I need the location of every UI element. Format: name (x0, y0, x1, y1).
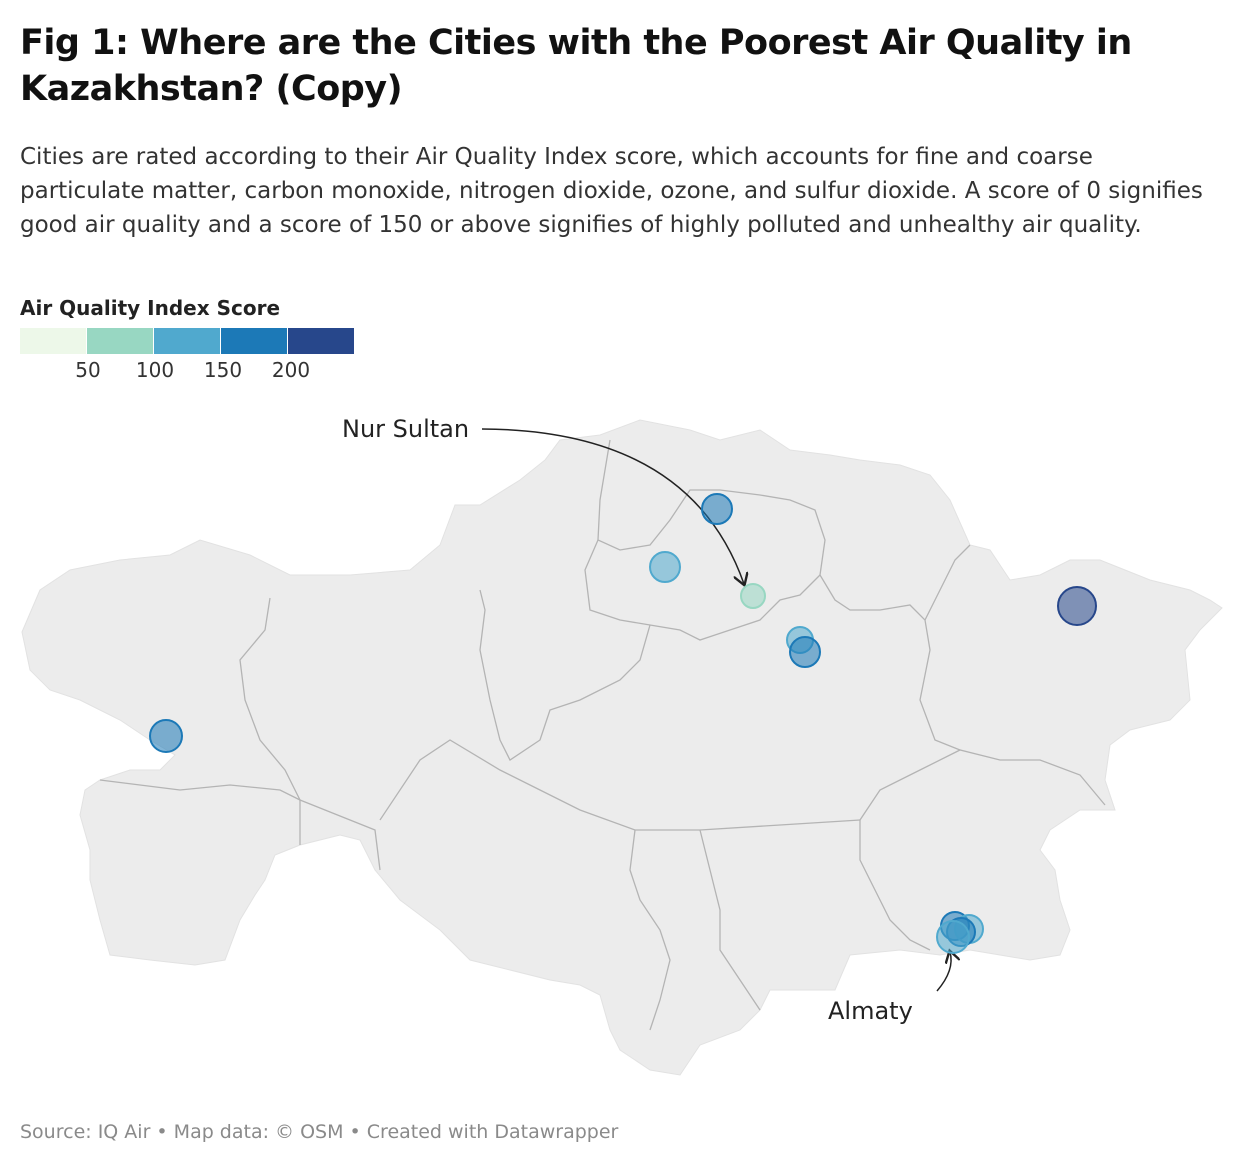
city-marker-temirtau[interactable] (789, 636, 821, 668)
legend-tick-200: 200 (271, 358, 311, 382)
legend-tick-50: 50 (75, 358, 101, 382)
city-marker-almaty-4[interactable] (936, 920, 970, 954)
annotation-nur-sultan: Nur Sultan (342, 415, 744, 584)
legend-ticks: 50 100 150 200 (20, 358, 355, 388)
kazakhstan-map: Nur Sultan Almaty (21, 415, 1223, 1076)
city-marker-kostanay-area[interactable] (649, 551, 681, 583)
chart-description: Cities are rated according to their Air … (20, 144, 1203, 238)
arrow-almaty (936, 952, 951, 992)
annotation-almaty: Almaty (828, 952, 951, 1025)
legend-title: Air Quality Index Score (20, 296, 281, 320)
legend-swatch-1 (20, 328, 86, 354)
city-marker-nur-sultan[interactable] (740, 583, 766, 609)
city-marker-kokshetau[interactable] (701, 493, 733, 525)
source-footer: Source: IQ Air • Map data: © OSM • Creat… (20, 1121, 619, 1143)
legend-swatch-5 (288, 328, 354, 354)
legend-swatch-4 (221, 328, 287, 354)
city-marker-atyrau[interactable] (149, 719, 183, 753)
legend-swatch-3 (154, 328, 220, 354)
legend-tick-100: 100 (135, 358, 175, 382)
city-marker-ust-kamenogorsk[interactable] (1057, 586, 1097, 626)
legend-tick-150: 150 (203, 358, 243, 382)
label-almaty: Almaty (828, 997, 913, 1025)
city-markers (149, 493, 1097, 954)
legend-swatches (20, 328, 355, 354)
page-title: Fig 1: Where are the Cities with the Poo… (20, 23, 1132, 109)
color-legend: Air Quality Index Score 50 100 150 200 (20, 296, 355, 388)
region-borders (99, 439, 1106, 1031)
label-nur-sultan: Nur Sultan (342, 415, 469, 443)
arrow-nur-sultan (481, 428, 744, 584)
country-outline (21, 419, 1223, 1076)
legend-swatch-2 (87, 328, 153, 354)
